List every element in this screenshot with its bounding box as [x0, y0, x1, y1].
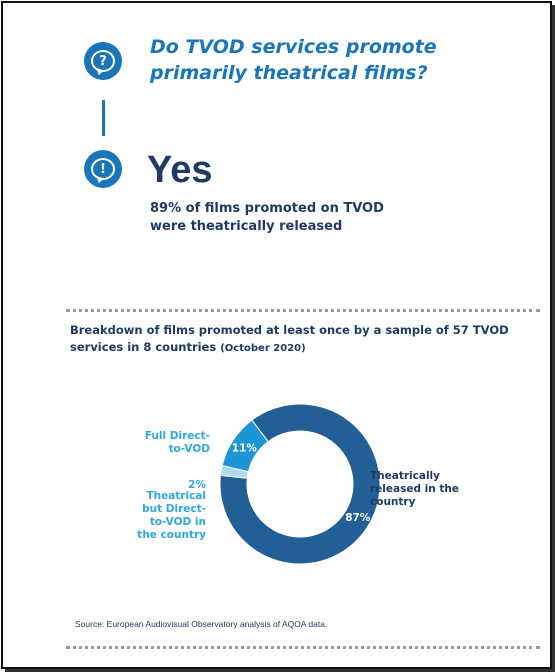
donut-slice [221, 419, 269, 473]
slice-value-label: 87% [345, 512, 371, 524]
answer-detail: 89% of films promoted on TVOD were theat… [150, 201, 384, 234]
label-theatrical-dtv-pct: 2% [188, 479, 206, 491]
exclamation-bubble-icon: ! [84, 150, 122, 188]
slice-value-label: 11% [232, 443, 258, 455]
donut-slice [219, 403, 381, 565]
answer-heading: Yes [147, 149, 213, 191]
breakdown-title: Breakdown of films promoted at least onc… [70, 322, 530, 357]
breakdown-date: (October 2020) [220, 343, 306, 354]
source-note: Source: European Audiovisual Observatory… [75, 619, 328, 629]
breakdown-title-text: Breakdown of films promoted at least onc… [70, 323, 509, 354]
label-theatrical-dtv: Theatrical but Direct-to-VOD in the coun… [137, 490, 206, 541]
divider-bottom [66, 646, 540, 649]
label-full-dtv: Full Direct-to-VOD [144, 430, 210, 455]
question-heading: Do TVOD services promote primarily theat… [150, 36, 437, 84]
question-bubble-icon: ? [84, 42, 122, 80]
connector-line [102, 100, 105, 136]
divider-top [66, 309, 540, 312]
label-theatrical: Theatrically released in the country [370, 470, 459, 508]
